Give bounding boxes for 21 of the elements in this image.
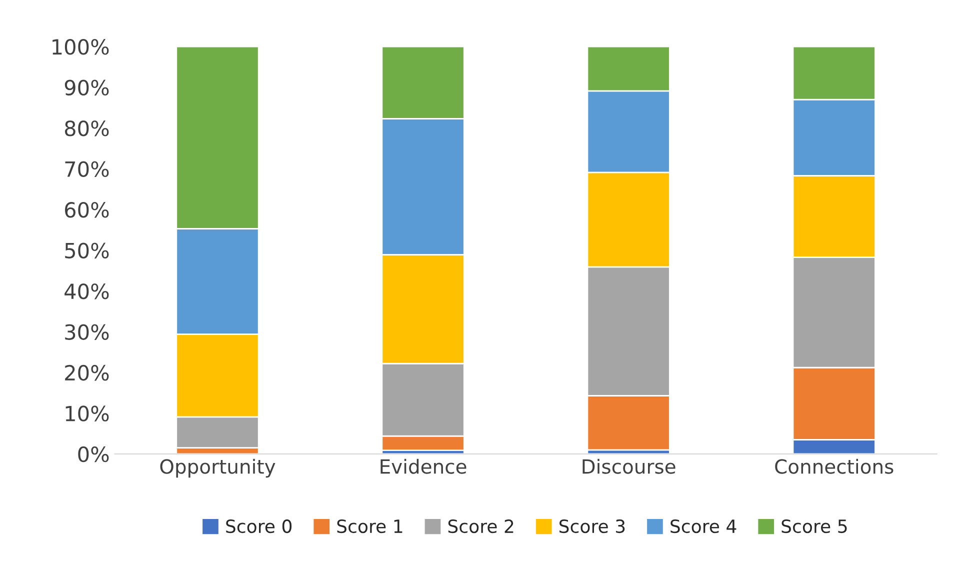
- legend-label: Score 1: [337, 519, 402, 534]
- y-tick-label: 80%: [64, 120, 109, 136]
- y-tick-label: 50%: [65, 242, 109, 258]
- y-tick-label: 10%: [66, 406, 109, 422]
- x-tick-label: Discourse: [582, 458, 676, 474]
- x-tick-label: Opportunity: [160, 458, 276, 478]
- y-tick-label: 30%: [65, 324, 109, 340]
- y-tick-label: 90%: [64, 80, 109, 96]
- legend-label: Score 0: [226, 519, 292, 534]
- y-tick-label: 0%: [78, 446, 109, 462]
- x-tick-label: Evidence: [380, 458, 466, 474]
- y-tick-label: 20%: [65, 364, 109, 381]
- legend-label: Score 2: [448, 519, 514, 534]
- y-tick-label: 100%: [52, 39, 109, 55]
- y-tick-label: 70%: [65, 161, 109, 177]
- legend-label: Score 4: [670, 519, 736, 534]
- legend-label: Score 3: [559, 519, 625, 534]
- y-tick-label: 60%: [65, 202, 109, 218]
- x-tick-label: Connections: [775, 458, 894, 474]
- legend-label: Score 5: [782, 519, 847, 534]
- y-tick-label: 40%: [64, 283, 109, 300]
